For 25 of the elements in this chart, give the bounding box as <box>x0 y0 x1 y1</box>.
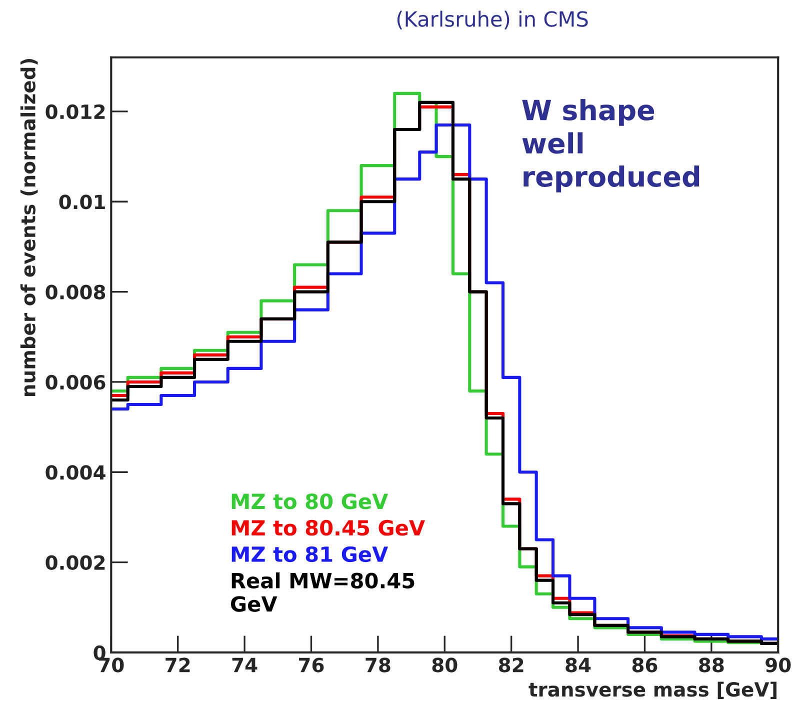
y-tick-label: 0.004 <box>46 465 106 480</box>
annotation: W shape well reproduced <box>522 99 700 192</box>
y-tick-label: 0.008 <box>46 284 106 300</box>
x-tick-label: 86 <box>632 658 658 672</box>
x-tick-label: 90 <box>766 658 791 672</box>
y-tick-label: 0.006 <box>46 374 106 390</box>
y-axis-title: number of events (normalized) <box>20 59 38 396</box>
text: MZ to 81 GeV <box>232 546 388 562</box>
x-tick-label: 76 <box>299 658 324 672</box>
text: Real MW=80.45 GeV <box>230 572 414 612</box>
y-tick-label: 0.002 <box>46 555 105 570</box>
x-tick-label: 78 <box>366 658 390 672</box>
x-tick-label: 84 <box>566 658 591 672</box>
y-tick-label: 0.01 <box>59 194 105 210</box>
x-axis-title: transverse mass [GeV] <box>528 682 776 700</box>
y-tick-label: 0.012 <box>46 104 105 120</box>
text: MZ to 80.45 GeV <box>232 520 425 536</box>
x-tick-label: 82 <box>498 658 524 672</box>
x-tick-label: 88 <box>699 658 724 672</box>
text: MZ to 80 GeV <box>232 494 388 510</box>
text: (Karlsruhe) in CMS <box>397 10 588 30</box>
x-tick-label: 80 <box>432 658 458 672</box>
x-tick-label: 70 <box>98 658 124 672</box>
x-tick-label: 72 <box>166 658 190 672</box>
x-tick-label: 74 <box>232 658 258 672</box>
